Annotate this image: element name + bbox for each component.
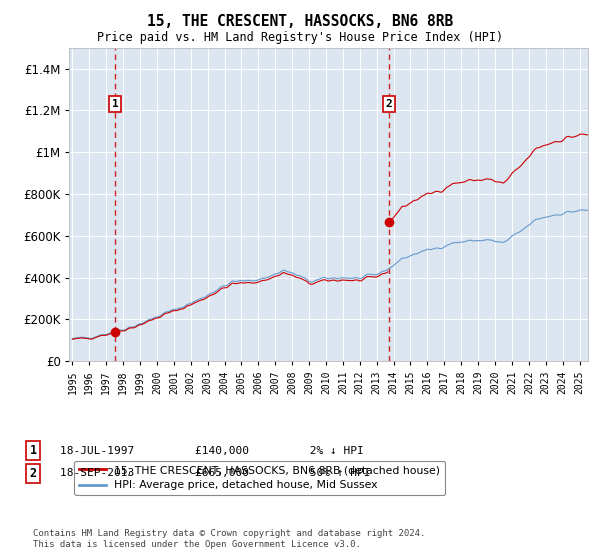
Text: Contains HM Land Registry data © Crown copyright and database right 2024.
This d: Contains HM Land Registry data © Crown c…: [33, 529, 425, 549]
Legend: 15, THE CRESCENT, HASSOCKS, BN6 8RB (detached house), HPI: Average price, detach: 15, THE CRESCENT, HASSOCKS, BN6 8RB (det…: [74, 461, 445, 495]
Text: 1: 1: [29, 444, 37, 458]
Text: 18-JUL-1997         £140,000         2% ↓ HPI: 18-JUL-1997 £140,000 2% ↓ HPI: [60, 446, 364, 456]
Text: 2: 2: [385, 99, 392, 109]
Text: 18-SEP-2013         £665,000         50% ↑ HPI: 18-SEP-2013 £665,000 50% ↑ HPI: [60, 468, 371, 478]
Text: 15, THE CRESCENT, HASSOCKS, BN6 8RB: 15, THE CRESCENT, HASSOCKS, BN6 8RB: [147, 14, 453, 29]
Text: 2: 2: [29, 466, 37, 480]
Text: 1: 1: [112, 99, 119, 109]
Text: Price paid vs. HM Land Registry's House Price Index (HPI): Price paid vs. HM Land Registry's House …: [97, 31, 503, 44]
